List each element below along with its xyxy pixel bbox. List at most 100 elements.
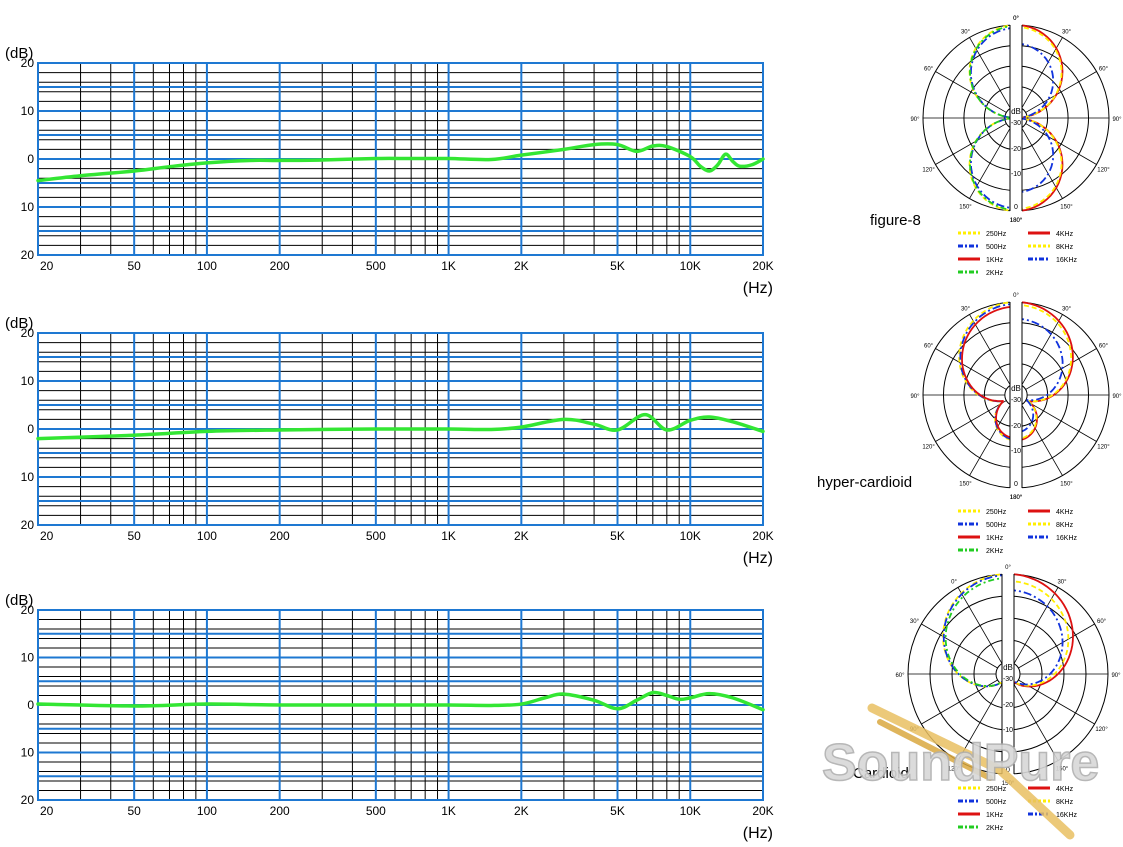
y-tick-label: 10 (21, 200, 35, 214)
x-axis-label: (Hz) (743, 280, 773, 297)
polar-spoke (969, 314, 1011, 386)
polar-angle-label: 30° (1062, 307, 1072, 313)
polar-angle-label: 60° (895, 673, 905, 679)
polar-legend: 250Hz 500Hz 1KHz 2KHz 4KHz 8KHz 16KHz (958, 509, 1078, 555)
polar-spoke (957, 684, 1003, 761)
polar-angle-label: 60° (924, 67, 934, 73)
polar-ring-label: -30 (1011, 397, 1021, 404)
legend-label: 2KHz (986, 825, 1004, 832)
polar-ring-label: 0 (1014, 481, 1018, 488)
x-tick-label: 20 (40, 259, 54, 273)
polar-panel-title: hyper-cardioid (817, 474, 912, 491)
x-tick-label: 20 (40, 529, 54, 543)
x-tick-label: 200 (270, 529, 290, 543)
polar-db-label: dB (1003, 663, 1013, 672)
polar-spoke (969, 404, 1011, 476)
polar-angle-label: 180° (1010, 495, 1023, 501)
x-tick-label: 50 (127, 259, 141, 273)
polar-angle-label: 90° (910, 394, 920, 400)
x-tick-label: 500 (366, 804, 386, 818)
polar-angle-label: 0° (1013, 293, 1019, 299)
x-tick-label: 5K (610, 259, 625, 273)
polar-angle-label: 120° (922, 445, 935, 451)
x-axis-label: (Hz) (743, 825, 773, 842)
x-tick-label: 1K (441, 804, 456, 818)
y-tick-label: 20 (21, 248, 35, 262)
polar-panel-Cardioid: dB-30-20-1000°30°60°90°120°150°0°30°60°9… (853, 565, 1121, 832)
legend-label: 500Hz (986, 244, 1007, 251)
x-tick-label: 10K (680, 804, 701, 818)
legend-label: 2KHz (986, 270, 1004, 277)
x-tick-label: 20K (752, 529, 773, 543)
y-tick-label: 20 (21, 793, 35, 807)
legend-label: 4KHz (1056, 231, 1074, 238)
x-tick-label: 100 (197, 529, 217, 543)
polar-legend: 250Hz 500Hz 1KHz 2KHz 4KHz 8KHz 16KHz (958, 786, 1078, 832)
x-axis-label: (Hz) (743, 550, 773, 567)
polar-panel-hyper-cardioid: dB -30 -20 -10 0 30° 60° 90° 120° 150° 180° 0° 30° 60… (817, 293, 1122, 555)
polar-ring-label: -20 (1003, 702, 1013, 709)
legend-label: 250Hz (986, 786, 1007, 793)
y-tick-label: 10 (21, 746, 35, 760)
polar-angle-label: 90° (910, 117, 920, 123)
polar-spoke (1025, 400, 1097, 442)
polar-angle-label: 120° (948, 767, 961, 773)
legend-label: 1KHz (986, 257, 1004, 264)
polar-pattern-curve (1015, 301, 1074, 442)
polar-pattern-curve (961, 305, 1017, 440)
polar-spoke (1021, 404, 1063, 476)
polar-spoke (935, 71, 1007, 113)
polar-pattern-curve (1015, 303, 1073, 441)
legend-label: 8KHz (1056, 799, 1074, 806)
polar-spoke (935, 348, 1007, 390)
polar-angle-label: 30° (961, 30, 971, 36)
legend-label: 250Hz (986, 509, 1007, 516)
y-tick-label: 0 (27, 152, 34, 166)
polar-pattern-panels: dB -30 -20 -10 0 0° 30° 60° 90° 120° 150° 180° 0° 30°… (817, 16, 1122, 832)
polar-ring-label: 0 (1014, 204, 1018, 211)
x-tick-label: 50 (127, 804, 141, 818)
polar-angle-label: 0° (1013, 16, 1019, 22)
polar-ring-label: -10 (1011, 448, 1021, 455)
plot-frame (37, 332, 764, 526)
polar-spoke (1013, 684, 1059, 761)
polar-angle-label: 30° (1057, 579, 1067, 585)
polar-pattern-curve (1007, 589, 1064, 686)
polar-pattern-curve (942, 574, 1009, 688)
x-tick-label: 10K (680, 529, 701, 543)
response-curve (36, 142, 765, 183)
polar-angle-label: 90° (1112, 394, 1122, 400)
polar-angle-label: 0° (1005, 565, 1011, 571)
polar-spoke (935, 123, 1007, 165)
soundpure-watermark-logo: SoundPure (821, 703, 1100, 840)
polar-ring-label: 0 (1006, 767, 1010, 774)
legend-label: 250Hz (986, 231, 1007, 238)
x-tick-label: 1K (441, 529, 456, 543)
x-tick-label: 5K (610, 529, 625, 543)
polar-angle-label: 180° (1010, 495, 1023, 501)
legend-label: 8KHz (1056, 522, 1074, 529)
polar-spoke (1025, 123, 1097, 165)
y-tick-label: 0 (27, 422, 34, 436)
x-tick-label: 200 (270, 804, 290, 818)
x-tick-label: 5K (610, 804, 625, 818)
legend-label: 16KHz (1056, 257, 1078, 264)
polar-angle-label: 30° (1062, 30, 1072, 36)
polar-ring-label: -10 (1003, 727, 1013, 734)
y-tick-label: 10 (21, 104, 35, 118)
x-tick-label: 50 (127, 529, 141, 543)
polar-spoke (1021, 127, 1063, 199)
legend-label: 1KHz (986, 535, 1004, 542)
polar-db-label: dB (1011, 384, 1021, 393)
polar-spoke (969, 37, 1011, 109)
x-tick-label: 20K (752, 804, 773, 818)
x-tick-label: 200 (270, 259, 290, 273)
y-tick-label: 0 (27, 698, 34, 712)
polar-angle-label: 120° (1097, 445, 1110, 451)
legend-label: 1KHz (986, 812, 1004, 819)
polar-ring-label: -30 (1011, 120, 1021, 127)
polar-angle-label: 90° (1111, 673, 1121, 679)
